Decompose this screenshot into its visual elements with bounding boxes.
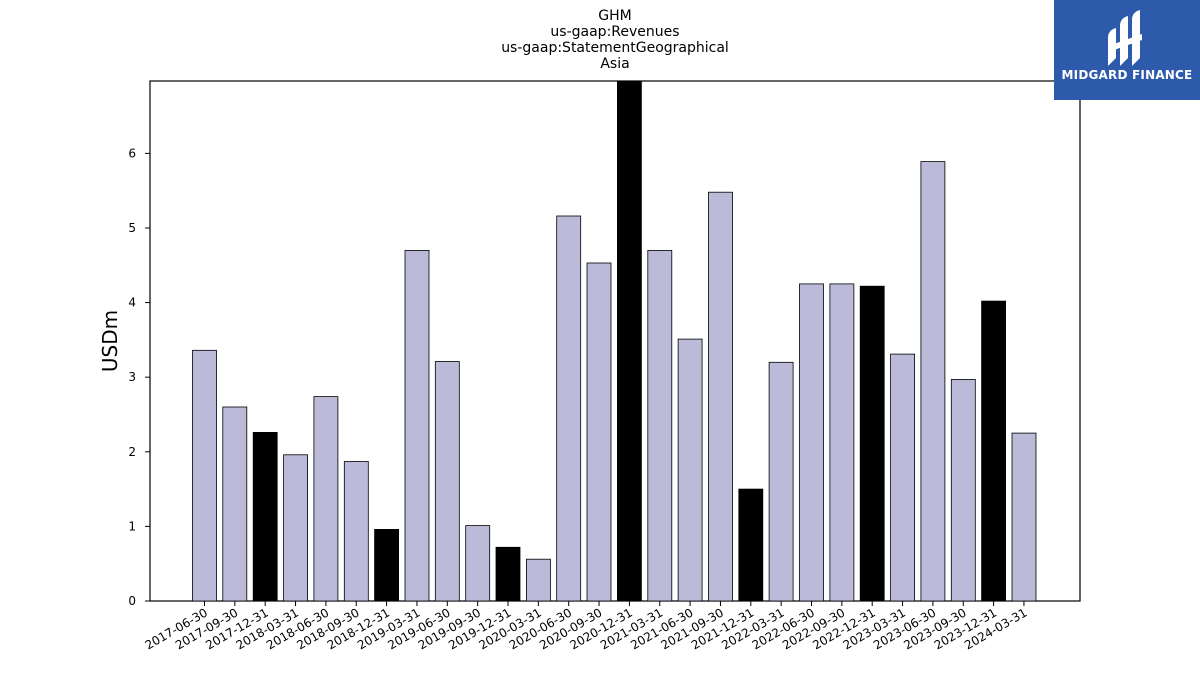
bar-2023-06-30: [920, 161, 946, 602]
bar-2023-03-31: [890, 353, 915, 602]
y-axis-label: USDm: [98, 310, 122, 372]
bar-2024-03-31: [1011, 432, 1037, 602]
bar-2021-12-31: [738, 488, 764, 602]
bar-2018-12-31: [374, 529, 400, 602]
bar-2021-03-31: [647, 249, 673, 602]
bar-2018-09-30: [343, 461, 369, 602]
bar-2017-09-30: [222, 406, 248, 602]
bar-2019-12-31: [495, 546, 521, 602]
y-tick-label-5: 5: [128, 221, 136, 235]
bar-2019-06-30: [434, 361, 460, 602]
plot-frame: [149, 80, 1081, 602]
bar-2020-03-31: [526, 558, 551, 602]
y-tick-label-2: 2: [128, 445, 136, 459]
bar-2022-12-31: [859, 285, 885, 602]
brand-logo-text: MIDGARD FINANCE: [1061, 68, 1193, 82]
y-tick-label-1: 1: [128, 519, 136, 533]
brand-logo: MIDGARD FINANCE: [1054, 0, 1200, 100]
bar-2021-09-30: [708, 191, 733, 602]
bar-2022-09-30: [829, 283, 855, 602]
bar-2020-09-30: [586, 262, 612, 602]
bar-2023-12-31: [981, 300, 1006, 602]
bar-2017-06-30: [192, 349, 217, 602]
bar-2023-09-30: [950, 378, 976, 602]
bar-2017-12-31: [252, 431, 278, 602]
y-tick-label-4: 4: [128, 296, 136, 310]
bar-2019-09-30: [465, 525, 491, 602]
bar-2020-12-31: [617, 80, 642, 602]
bar-2022-03-31: [768, 361, 794, 602]
brand-logo-mark-icon: [1108, 10, 1142, 66]
bar-2019-03-31: [404, 249, 430, 602]
bar-2021-06-30: [677, 338, 703, 602]
bar-2020-06-30: [556, 215, 582, 602]
chart-title-region: Asia: [600, 56, 630, 72]
y-tick-label-3: 3: [128, 370, 136, 384]
bar-2018-03-31: [283, 454, 309, 602]
bar-2022-06-30: [799, 283, 824, 602]
chart-title-statement: us-gaap:StatementGeographical: [501, 40, 729, 56]
bar-2018-06-30: [313, 396, 339, 602]
chart-title-ticker: GHM: [598, 8, 632, 24]
chart-title-metric: us-gaap:Revenues: [550, 24, 680, 40]
y-tick-label-0: 0: [128, 594, 136, 608]
y-tick-label-6: 6: [128, 146, 136, 160]
